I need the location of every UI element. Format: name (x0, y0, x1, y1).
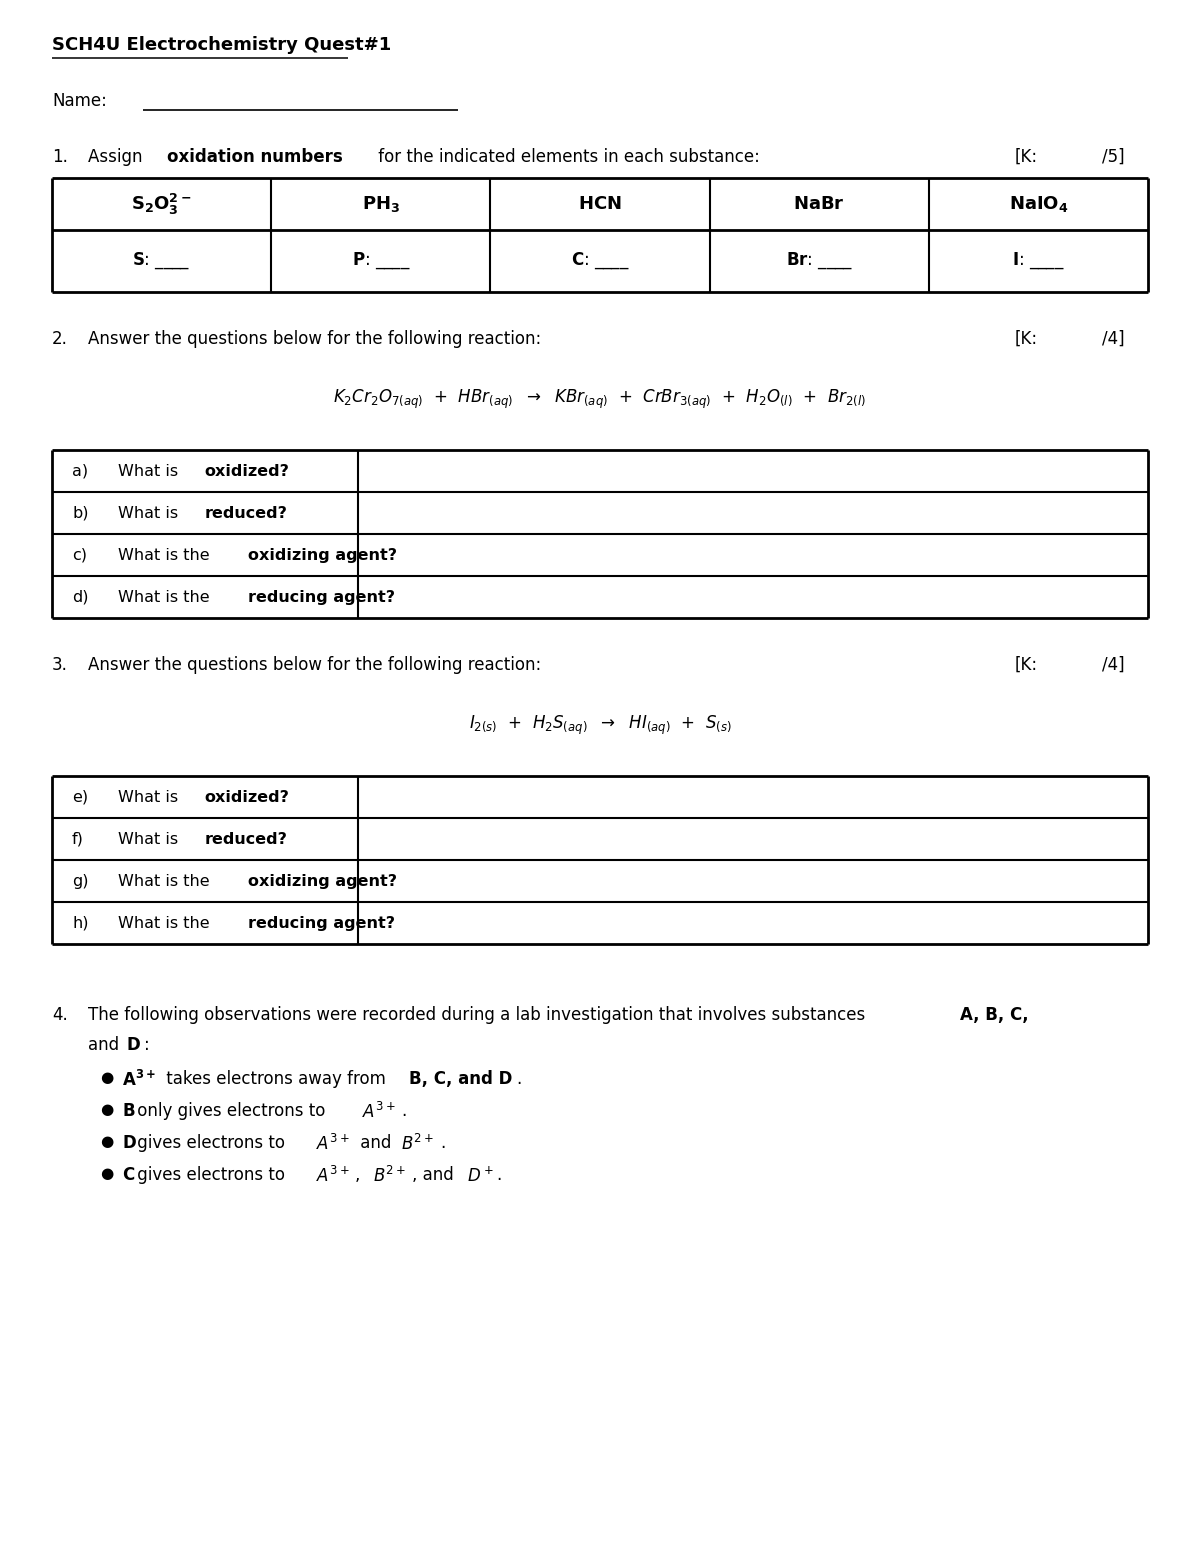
Text: /4]: /4] (1102, 329, 1124, 348)
Text: $\mathbf{NaIO_4}$: $\mathbf{NaIO_4}$ (1009, 194, 1068, 214)
Text: , and: , and (412, 1166, 460, 1183)
Text: oxidizing agent?: oxidizing agent? (247, 873, 396, 888)
Text: $\mathbf{S}$: ____: $\mathbf{S}$: ____ (132, 250, 191, 272)
Text: only gives electrons to: only gives electrons to (132, 1103, 330, 1120)
Text: f): f) (72, 831, 84, 846)
Text: $\mathbf{HCN}$: $\mathbf{HCN}$ (578, 196, 622, 213)
Text: B, C, and D: B, C, and D (409, 1070, 512, 1089)
Text: A, B, C,: A, B, C, (960, 1006, 1028, 1023)
Text: gives electrons to: gives electrons to (132, 1134, 290, 1152)
Text: $A^{3+}$: $A^{3+}$ (316, 1134, 349, 1154)
Text: SCH4U Electrochemistry Quest#1: SCH4U Electrochemistry Quest#1 (52, 36, 391, 54)
Text: $D^+$: $D^+$ (467, 1166, 494, 1185)
Text: reducing agent?: reducing agent? (247, 590, 395, 604)
Text: $B^{2+}$: $B^{2+}$ (373, 1166, 406, 1186)
Text: oxidizing agent?: oxidizing agent? (247, 548, 396, 562)
Text: $\mathbf{C}$: ____: $\mathbf{C}$: ____ (571, 250, 629, 272)
Text: Assign: Assign (88, 148, 148, 166)
Text: .: . (401, 1103, 406, 1120)
Text: ●: ● (100, 1134, 113, 1149)
Text: Name:: Name: (52, 92, 107, 110)
Text: $B^{2+}$: $B^{2+}$ (401, 1134, 433, 1154)
Text: :: : (144, 1036, 150, 1054)
Text: [K:: [K: (1015, 329, 1038, 348)
Text: oxidized?: oxidized? (204, 789, 289, 804)
Text: /5]: /5] (1102, 148, 1124, 166)
Text: 4.: 4. (52, 1006, 67, 1023)
Text: c): c) (72, 548, 88, 562)
Text: What is the: What is the (118, 873, 215, 888)
Text: /4]: /4] (1102, 655, 1124, 674)
Text: gives electrons to: gives electrons to (132, 1166, 290, 1183)
Text: ●: ● (100, 1070, 113, 1086)
Text: 2.: 2. (52, 329, 68, 348)
Text: 1.: 1. (52, 148, 68, 166)
Text: oxidation numbers: oxidation numbers (167, 148, 343, 166)
Text: 3.: 3. (52, 655, 68, 674)
Text: oxidized?: oxidized? (204, 463, 289, 478)
Text: d): d) (72, 590, 89, 604)
Text: h): h) (72, 916, 89, 930)
Text: The following observations were recorded during a lab investigation that involve: The following observations were recorded… (88, 1006, 870, 1023)
Text: What is: What is (118, 505, 184, 520)
Text: What is the: What is the (118, 548, 215, 562)
Text: $\mathbf{I}$: ____: $\mathbf{I}$: ____ (1012, 250, 1064, 272)
Text: $\mathbf{S_2O_3^{2-}}$: $\mathbf{S_2O_3^{2-}}$ (132, 191, 192, 216)
Text: $I_{2(s)}$  +  $H_2S_{(aq)}$  $\rightarrow$  $HI_{(aq)}$  +  $S_{(s)}$: $I_{2(s)}$ + $H_2S_{(aq)}$ $\rightarrow$… (468, 714, 732, 738)
Text: reduced?: reduced? (204, 831, 287, 846)
Text: B: B (122, 1103, 134, 1120)
Text: g): g) (72, 873, 89, 888)
Text: $A^{3+}$: $A^{3+}$ (316, 1166, 349, 1186)
Text: ●: ● (100, 1166, 113, 1180)
Text: .: . (517, 1070, 522, 1089)
Text: What is the: What is the (118, 590, 215, 604)
Text: $K_2Cr_2O_{7(aq)}$  +  $HBr_{(aq)}$  $\rightarrow$  $KBr_{(aq)}$  +  $CrBr_{3(aq: $K_2Cr_2O_{7(aq)}$ + $HBr_{(aq)}$ $\righ… (334, 388, 866, 412)
Text: and: and (88, 1036, 125, 1054)
Text: What is: What is (118, 831, 184, 846)
Text: takes electrons away from: takes electrons away from (161, 1070, 391, 1089)
Text: What is: What is (118, 463, 184, 478)
Text: What is the: What is the (118, 916, 215, 930)
Text: $\mathbf{Br}$: ____: $\mathbf{Br}$: ____ (786, 250, 853, 272)
Text: reducing agent?: reducing agent? (247, 916, 395, 930)
Text: $\mathbf{A^{3+}}$: $\mathbf{A^{3+}}$ (122, 1070, 156, 1090)
Text: $\mathbf{PH_3}$: $\mathbf{PH_3}$ (361, 194, 400, 214)
Text: D: D (122, 1134, 136, 1152)
Text: [K:: [K: (1015, 148, 1038, 166)
Text: a): a) (72, 463, 88, 478)
Text: for the indicated elements in each substance:: for the indicated elements in each subst… (373, 148, 760, 166)
Text: .: . (497, 1166, 502, 1183)
Text: C: C (122, 1166, 134, 1183)
Text: What is: What is (118, 789, 184, 804)
Text: $\mathbf{P}$: ____: $\mathbf{P}$: ____ (352, 250, 410, 272)
Text: ,: , (355, 1166, 365, 1183)
Text: b): b) (72, 505, 89, 520)
Text: e): e) (72, 789, 88, 804)
Text: .: . (439, 1134, 445, 1152)
Text: [K:: [K: (1015, 655, 1038, 674)
Text: Answer the questions below for the following reaction:: Answer the questions below for the follo… (88, 655, 541, 674)
Text: Answer the questions below for the following reaction:: Answer the questions below for the follo… (88, 329, 541, 348)
Text: reduced?: reduced? (204, 505, 287, 520)
Text: ●: ● (100, 1103, 113, 1117)
Text: $\mathbf{NaBr}$: $\mathbf{NaBr}$ (793, 196, 845, 213)
Text: $A^{3+}$: $A^{3+}$ (361, 1103, 396, 1123)
Text: and: and (355, 1134, 396, 1152)
Text: D: D (126, 1036, 140, 1054)
